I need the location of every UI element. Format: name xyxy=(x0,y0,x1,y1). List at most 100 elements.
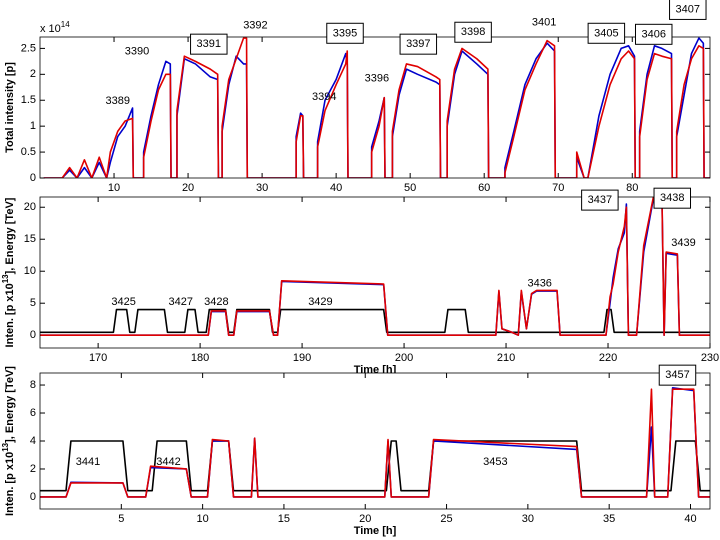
annotation-box xyxy=(634,23,673,45)
annotation: 3427 xyxy=(168,296,192,308)
annotation: 3391 xyxy=(197,38,221,50)
y-tick-label: 2 xyxy=(30,68,36,80)
label-part: 13 xyxy=(1,274,10,283)
annotation: 3453 xyxy=(483,456,507,468)
x-tick-label: 60 xyxy=(478,182,490,194)
plot-frame xyxy=(39,36,711,179)
x-tick-label: 15 xyxy=(278,513,290,525)
annotation: 3457 xyxy=(665,369,689,381)
x-tick-label: 30 xyxy=(256,182,268,194)
x-tick-label: 210 xyxy=(497,352,515,364)
x-tick-label: 200 xyxy=(395,352,413,364)
annotation: 3406 xyxy=(641,28,665,40)
annotation: 3441 xyxy=(76,456,100,468)
annotation-box xyxy=(587,22,626,44)
annotation: 3405 xyxy=(594,27,618,39)
x-tick-label: 30 xyxy=(522,513,534,525)
label-part: x 10 xyxy=(40,23,61,35)
annotation: 3395 xyxy=(333,27,357,39)
plot-frame xyxy=(39,196,711,349)
annotation: 3425 xyxy=(111,296,135,308)
annotation: 3439 xyxy=(671,237,695,249)
plot-frame xyxy=(39,372,711,510)
annotation-box xyxy=(658,364,697,386)
label-part: Inten. [p x10 xyxy=(4,452,16,516)
annotation: 3394 xyxy=(312,91,336,103)
annotation-box xyxy=(653,187,692,209)
label-part: 14 xyxy=(61,20,70,29)
annotation-box xyxy=(454,21,492,43)
x-tick-label: 20 xyxy=(359,513,371,525)
x-tick-label: 40 xyxy=(684,513,696,525)
annotation: 3390 xyxy=(125,45,149,57)
x-tick-label: 70 xyxy=(552,182,564,194)
y-tick-label: 4 xyxy=(30,435,36,447)
annotation-box xyxy=(190,33,228,55)
annotation: 3429 xyxy=(308,296,332,308)
y-tick-label: 0 xyxy=(30,491,36,503)
x-tick-label: 10 xyxy=(196,513,208,525)
annotation: 3398 xyxy=(461,26,485,38)
x-tick-label: 190 xyxy=(293,352,311,364)
label-part: Total intensity [p] xyxy=(4,62,16,153)
plot-area xyxy=(40,373,710,509)
plot-area xyxy=(40,37,710,178)
y-tick-label: 1 xyxy=(30,120,36,132)
data-line xyxy=(40,388,710,498)
annotation: 3389 xyxy=(105,95,129,107)
x-tick-label: 25 xyxy=(440,513,452,525)
data-line xyxy=(40,197,710,336)
annotation: 3438 xyxy=(660,192,684,204)
annotation-box xyxy=(326,22,364,44)
x-tick-label: 80 xyxy=(626,182,638,194)
x-tick-label: 20 xyxy=(182,182,194,194)
annotation: 3407 xyxy=(676,3,700,15)
label-part: 13 xyxy=(1,442,10,451)
y-tick-label: 2 xyxy=(30,463,36,475)
y-axis-label: Total intensity [p] xyxy=(4,62,16,153)
x-tick-label: 230 xyxy=(701,352,719,364)
y-axis-label: Inten. [p x1013], Energy [TeV] xyxy=(1,366,16,516)
y-tick-label: 0 xyxy=(30,329,36,341)
annotation: 3392 xyxy=(243,20,267,32)
y-tick-label: 1.5 xyxy=(21,94,36,106)
y-tick-label: 15 xyxy=(24,233,36,245)
x-tick-label: 5 xyxy=(118,513,124,525)
x-tick-label: 35 xyxy=(603,513,615,525)
y-axis-label: Inten. [p x1013], Energy [TeV] xyxy=(1,197,16,347)
y-tick-label: 0.5 xyxy=(21,146,36,158)
x-tick-label: 50 xyxy=(404,182,416,194)
x-tick-label: 170 xyxy=(89,352,107,364)
y-tick-label: 0 xyxy=(30,172,36,184)
y-tick-label: 5 xyxy=(30,297,36,309)
annotation: 3401 xyxy=(532,16,556,28)
annotation: 3396 xyxy=(365,72,389,84)
y-tick-label: 2.5 xyxy=(21,42,36,54)
annotation-box xyxy=(669,0,707,20)
annotation-box xyxy=(399,33,438,55)
label-part: ], Energy [TeV] xyxy=(4,197,16,274)
y-tick-label: 10 xyxy=(24,265,36,277)
annotation: 3437 xyxy=(588,194,612,206)
scale-label: x 1014 xyxy=(40,20,70,35)
x-tick-label: 180 xyxy=(191,352,209,364)
y-tick-label: 20 xyxy=(24,201,36,213)
label-part: ], Energy [TeV] xyxy=(4,366,16,443)
x-tick-label: 220 xyxy=(599,352,617,364)
annotation: 3397 xyxy=(406,38,430,50)
y-tick-label: 6 xyxy=(30,407,36,419)
x-axis-label: Time [h] xyxy=(354,525,397,537)
plot-area xyxy=(40,197,710,348)
x-tick-label: 40 xyxy=(330,182,342,194)
annotation: 3442 xyxy=(156,456,180,468)
data-line xyxy=(40,440,710,492)
y-tick-label: 8 xyxy=(30,379,36,391)
data-line xyxy=(43,37,710,178)
annotation: 3436 xyxy=(527,277,551,289)
annotation: 3428 xyxy=(204,296,228,308)
x-tick-label: 10 xyxy=(108,182,120,194)
data-line xyxy=(40,308,710,334)
annotation-box xyxy=(581,189,619,211)
label-part: Inten. [p x10 xyxy=(4,283,16,347)
